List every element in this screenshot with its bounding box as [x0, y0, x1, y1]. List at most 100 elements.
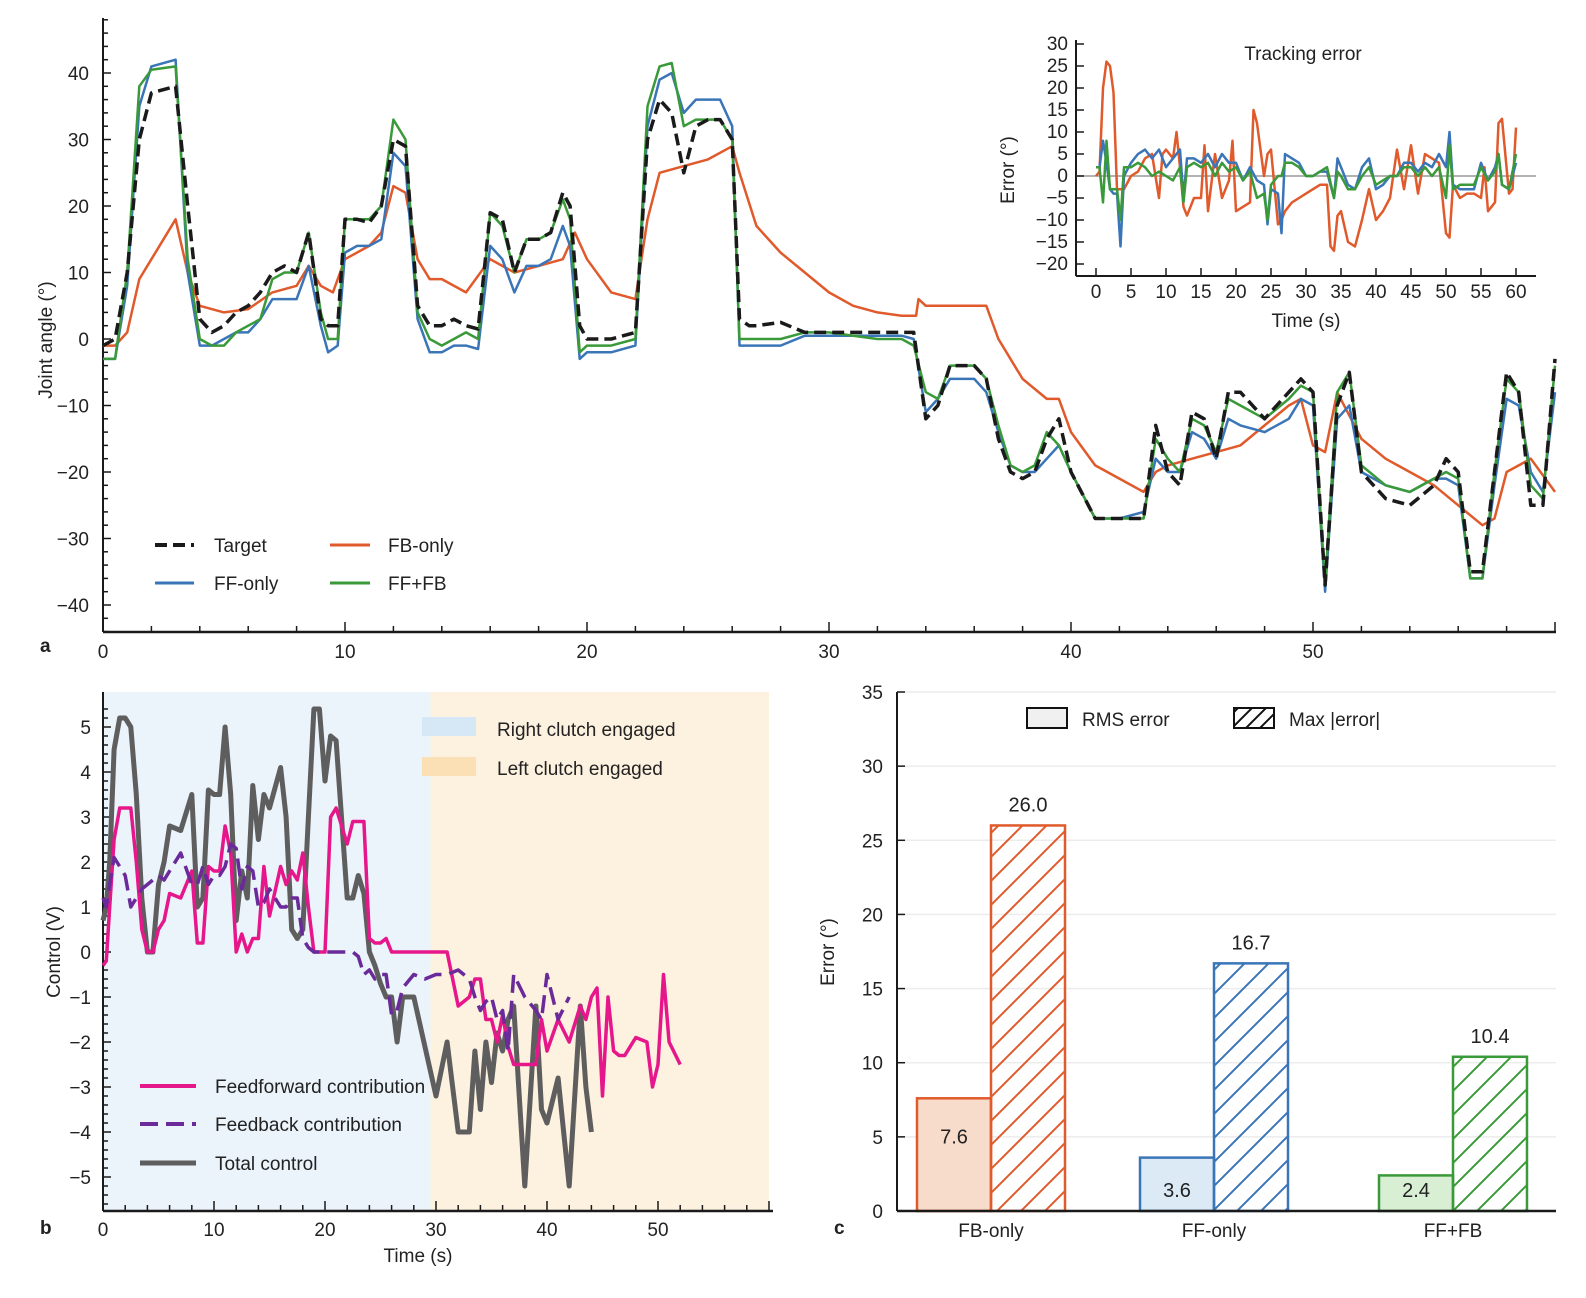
legend-label-rms: RMS error	[1082, 710, 1170, 731]
y-tick-label: 30	[68, 131, 89, 152]
y-tick-label: 10	[68, 264, 89, 285]
panel-a-joint-angle: −40 −30 −20 −10 0 10 20 30 40 0 10 20 30 40 50	[57, 18, 1557, 663]
legend-label-ff-only: FF-only	[214, 574, 279, 595]
bar-label-rms: 2.4	[1402, 1180, 1430, 1202]
bar-label-max: 10.4	[1471, 1026, 1510, 1048]
bar-max-ff-fb	[1451, 1055, 1529, 1213]
inset-x-tick-label: 60	[1505, 282, 1526, 303]
inset-ylabel: Error (°)	[998, 136, 1019, 204]
y-tick-label: 40	[68, 64, 89, 85]
inset-y-tick-label: 30	[1047, 34, 1068, 55]
panel-c-ylabel: Error (°)	[818, 918, 839, 986]
inset-x-tick-label: 15	[1190, 282, 1211, 303]
inset-y-tick-label: 15	[1047, 100, 1068, 121]
y-tick-label: 0	[80, 943, 91, 964]
inset-x-tick-label: 0	[1091, 282, 1102, 303]
panel-b-ylabel: Control (V)	[44, 906, 65, 998]
panel-c-letter: c	[834, 1218, 845, 1239]
inset-x-tick-label: 20	[1225, 282, 1246, 303]
y-tick-label: 35	[862, 683, 883, 704]
inset-series-line-fb-only	[1095, 60, 1518, 253]
y-tick-label: −2	[69, 1033, 91, 1054]
y-tick-label: −10	[57, 397, 89, 418]
legend-label-feedforward: Feedforward contribution	[215, 1077, 425, 1098]
y-tick-label: −1	[69, 988, 91, 1009]
x-tick-label: 50	[647, 1220, 668, 1241]
legend-label-feedback: Feedback contribution	[215, 1115, 402, 1136]
panel-a-letter: a	[40, 636, 51, 657]
inset-y-tick-label: −5	[1046, 188, 1068, 209]
y-tick-label: 20	[68, 197, 89, 218]
y-tick-label: 1	[80, 898, 91, 919]
inset-series-line-ff-only	[1096, 130, 1518, 248]
legend-swatch-left-clutch	[422, 757, 476, 776]
y-tick-label: 25	[862, 831, 883, 852]
y-tick-label: −30	[57, 530, 89, 551]
inset-x-tick-label: 25	[1260, 282, 1281, 303]
inset-y-tick-label: −10	[1036, 210, 1068, 231]
panel-a-legend: Target FB-only FF-only FF+FB	[155, 536, 454, 595]
inset-x-tick-label: 40	[1365, 282, 1386, 303]
y-tick-label: −40	[57, 596, 89, 617]
y-tick-label: 20	[862, 905, 883, 926]
inset-xlabel: Time (s)	[1272, 311, 1341, 332]
x-tick-label: 10	[203, 1220, 224, 1241]
legend-label-right-clutch: Right clutch engaged	[497, 720, 676, 741]
x-tick-label: 40	[1060, 642, 1081, 663]
inset-y-tick-label: −15	[1036, 232, 1068, 253]
legend-label-total: Total control	[215, 1154, 317, 1175]
bar-rms-fb-only	[915, 1097, 993, 1213]
inset-x-tick-label: 5	[1126, 282, 1137, 303]
legend-label-max: Max |error|	[1289, 710, 1380, 731]
y-tick-label: −4	[69, 1123, 91, 1144]
inset-x-tick-label: 35	[1330, 282, 1351, 303]
legend-swatch-max	[1233, 707, 1275, 729]
panel-b-xlabel: Time (s)	[384, 1246, 453, 1267]
inset-x-tick-label: 45	[1400, 282, 1421, 303]
y-tick-label: 4	[80, 763, 91, 784]
legend-label-target: Target	[214, 536, 268, 557]
bar-label-rms: 3.6	[1163, 1180, 1191, 1202]
x-tick-label: 30	[818, 642, 839, 663]
panel-b-legend: Feedforward contribution Feedback contri…	[140, 1077, 425, 1175]
inset-x-tick-label: 30	[1295, 282, 1316, 303]
y-tick-label: 15	[862, 980, 883, 1001]
x-tick-label: 20	[314, 1220, 335, 1241]
series-line-ff-fb	[103, 61, 1557, 587]
bar-rms-ff-fb	[1377, 1174, 1455, 1213]
x-tick-label: 0	[98, 1220, 109, 1241]
y-tick-label: 3	[80, 808, 91, 829]
x-tick-label: 30	[425, 1220, 446, 1241]
inset-y-tick-label: 20	[1047, 78, 1068, 99]
y-tick-label: 5	[80, 718, 91, 739]
y-tick-label: 30	[862, 757, 883, 778]
legend-label-left-clutch: Left clutch engaged	[497, 759, 663, 780]
panel-b-region-legend: Right clutch engaged Left clutch engaged	[422, 717, 676, 780]
x-tick-label: 20	[576, 642, 597, 663]
bar-label-max: 16.7	[1232, 932, 1271, 954]
inset-x-tick-label: 50	[1435, 282, 1456, 303]
bar-max-ff-only	[1212, 962, 1290, 1213]
legend-swatch-right-clutch	[422, 717, 476, 736]
inset-y-tick-label: 0	[1057, 166, 1068, 187]
bar-max-fb-only	[989, 824, 1067, 1213]
inset-y-tick-label: 25	[1047, 56, 1068, 77]
bar-rms-ff-only	[1138, 1156, 1216, 1213]
region-left-clutch	[430, 692, 769, 1211]
y-tick-label: 0	[872, 1202, 883, 1223]
category-label: FF-only	[1182, 1221, 1247, 1242]
inset-y-tick-label: −20	[1036, 254, 1068, 275]
bar-label-rms: 7.6	[940, 1126, 968, 1148]
y-tick-label: −3	[69, 1078, 91, 1099]
inset-y-tick-label: 5	[1057, 144, 1068, 165]
category-label: FF+FB	[1424, 1221, 1483, 1242]
x-tick-label: 10	[334, 642, 355, 663]
y-tick-label: −20	[57, 463, 89, 484]
series-line-ff-only	[103, 58, 1557, 593]
panel-c-error-bars: 0 5 10 15 20 25 30 35 7.6 26.0 FB-only 3.6 16.7 FF-on…	[862, 683, 1556, 1242]
series-line-total-control	[100, 706, 594, 1189]
inset-x-tick-label: 10	[1155, 282, 1176, 303]
